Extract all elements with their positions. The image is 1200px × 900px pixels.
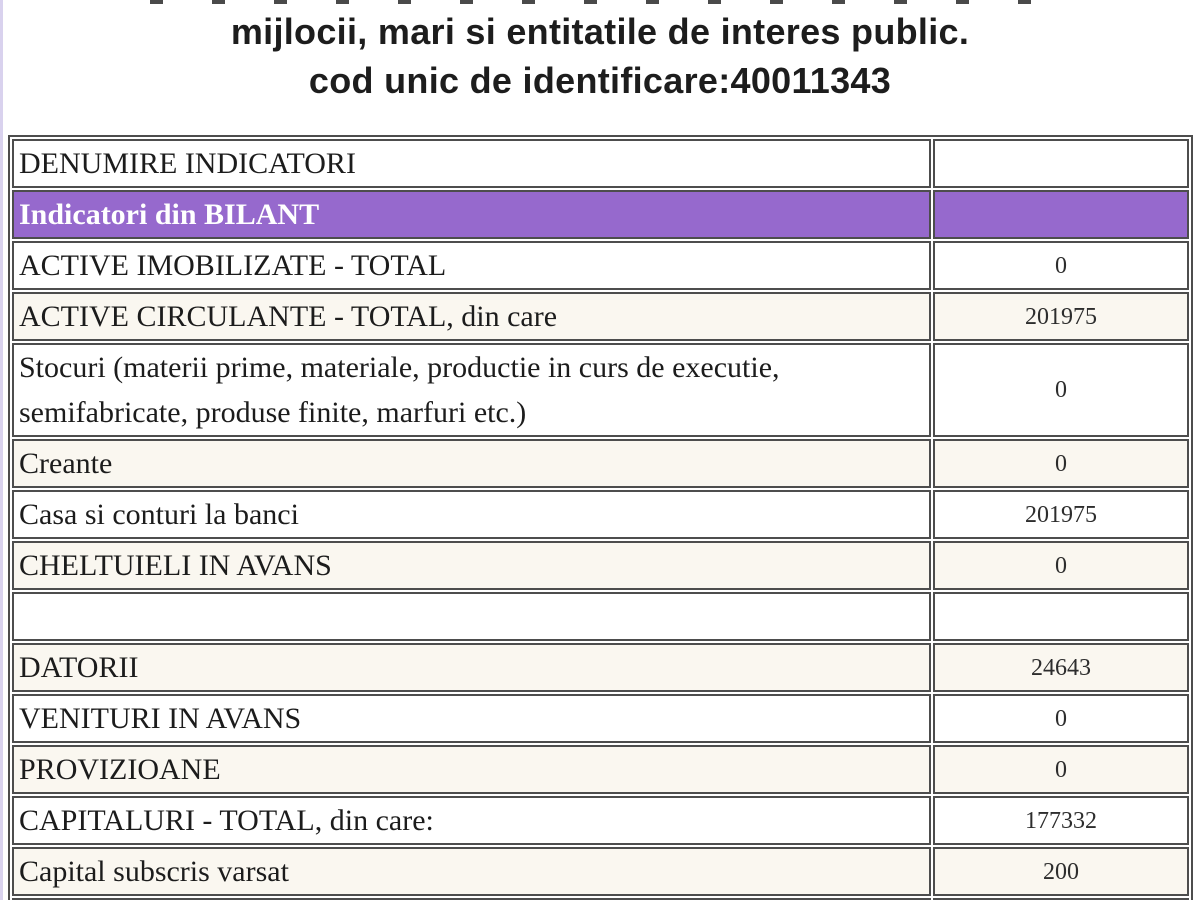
table-row: ACTIVE CIRCULANTE - TOTAL, din care 2019…: [12, 292, 1189, 341]
row-value: 200: [933, 847, 1189, 896]
row-label: Casa si conturi la banci: [12, 490, 931, 539]
row-value: [933, 592, 1189, 641]
table-row: Stocuri (materii prime, materiale, produ…: [12, 343, 1189, 437]
row-value: 24643: [933, 643, 1189, 692]
row-label: CHELTUIELI IN AVANS: [12, 541, 931, 590]
row-label: DATORII: [12, 643, 931, 692]
row-label: PROVIZIOANE: [12, 745, 931, 794]
row-value: 0: [933, 745, 1189, 794]
page-title: mijlocii, mari si entitatile de interes …: [0, 0, 1200, 105]
row-value: 201975: [933, 490, 1189, 539]
table-row: CAPITALURI - TOTAL, din care: 177332: [12, 796, 1189, 845]
table-row: Patrimoniul regiei 0: [12, 898, 1189, 900]
left-edge-strip: [0, 0, 3, 900]
section-header-row: Indicatori din BILANT: [12, 190, 1189, 239]
row-label: Stocuri (materii prime, materiale, produ…: [12, 343, 931, 437]
table-row: VENITURI IN AVANS 0: [12, 694, 1189, 743]
table-row: [12, 592, 1189, 641]
row-label: Capital subscris varsat: [12, 847, 931, 896]
row-label: Creante: [12, 439, 931, 488]
row-label: ACTIVE IMOBILIZATE - TOTAL: [12, 241, 931, 290]
row-value: 177332: [933, 796, 1189, 845]
row-label: ACTIVE CIRCULANTE - TOTAL, din care: [12, 292, 931, 341]
row-value: 0: [933, 241, 1189, 290]
table-row: Creante 0: [12, 439, 1189, 488]
table-row: ACTIVE IMOBILIZATE - TOTAL 0: [12, 241, 1189, 290]
table-row: DATORII 24643: [12, 643, 1189, 692]
row-value: 0: [933, 541, 1189, 590]
row-label: [12, 592, 931, 641]
column-header-value: [933, 139, 1189, 188]
row-label: Patrimoniul regiei: [12, 898, 931, 900]
section-header-label: Indicatori din BILANT: [12, 190, 931, 239]
indicators-table: DENUMIRE INDICATORI Indicatori din BILAN…: [8, 135, 1193, 900]
row-value: 201975: [933, 292, 1189, 341]
column-header-denumire: DENUMIRE INDICATORI: [12, 139, 931, 188]
row-value: 0: [933, 694, 1189, 743]
row-label: VENITURI IN AVANS: [12, 694, 931, 743]
table-header-row: DENUMIRE INDICATORI: [12, 139, 1189, 188]
row-value: 0: [933, 898, 1189, 900]
table-row: Casa si conturi la banci 201975: [12, 490, 1189, 539]
page-title-line-1: mijlocii, mari si entitatile de interes …: [230, 11, 970, 52]
table-row: PROVIZIOANE 0: [12, 745, 1189, 794]
row-value: 0: [933, 439, 1189, 488]
clipped-heading-fragments: [150, 0, 1050, 4]
table-row: Capital subscris varsat 200: [12, 847, 1189, 896]
section-header-value: [933, 190, 1189, 239]
row-label: CAPITALURI - TOTAL, din care:: [12, 796, 931, 845]
page-title-line-2: cod unic de identificare:40011343: [308, 60, 892, 101]
table-row: CHELTUIELI IN AVANS 0: [12, 541, 1189, 590]
row-value: 0: [933, 343, 1189, 437]
